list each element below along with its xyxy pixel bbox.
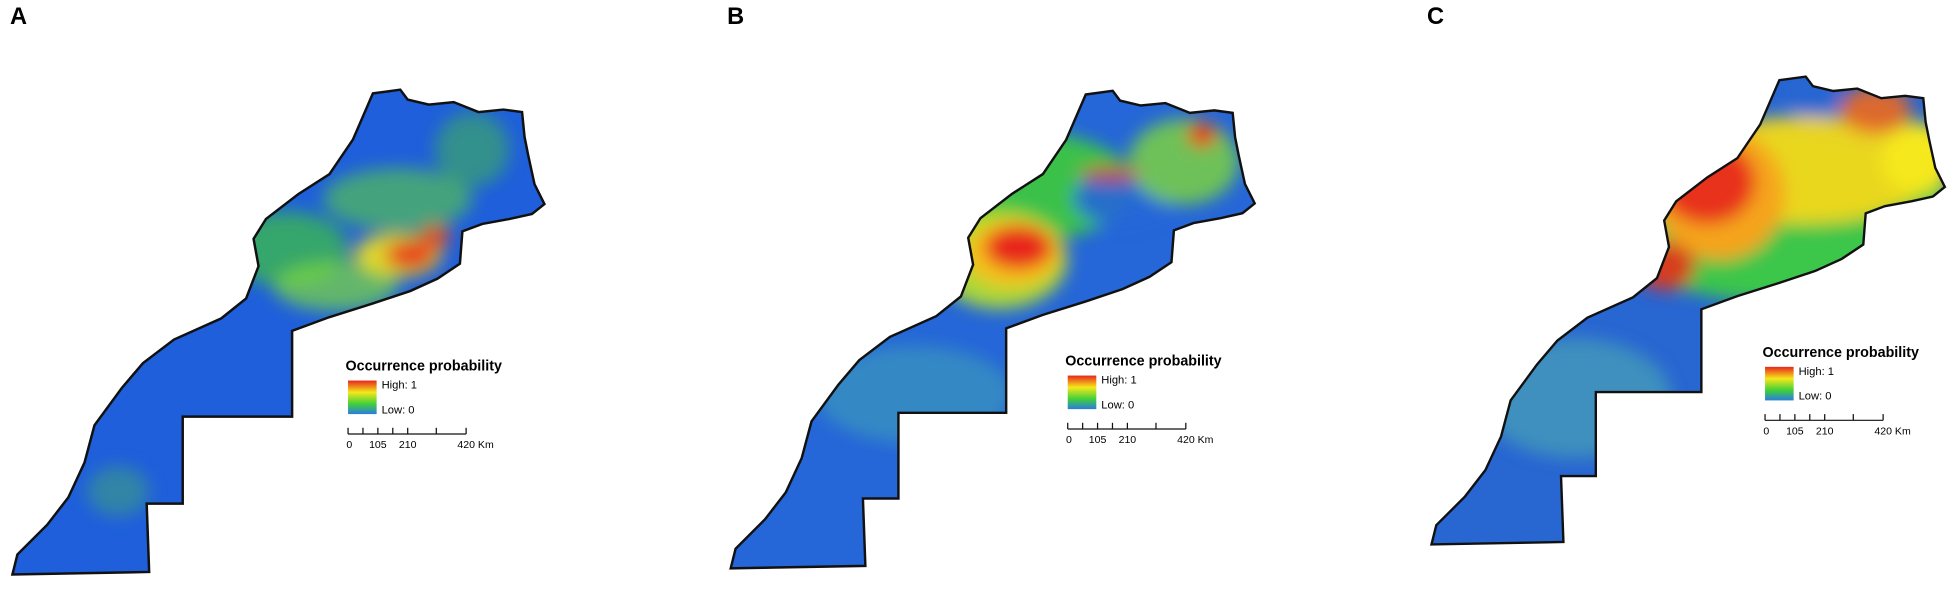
hotspot <box>816 345 1013 444</box>
hotspot <box>984 225 1053 270</box>
legend-title: Occurrence probability <box>1065 354 1221 370</box>
map <box>729 89 1256 570</box>
scale-label: 105 <box>369 439 387 451</box>
probability-surface <box>816 118 1239 444</box>
legend-low: Low: 0 <box>1101 399 1134 411</box>
legend-title: Occurrence probability <box>1763 345 1919 361</box>
scale-label: 0 <box>1763 425 1769 437</box>
hotspot <box>1791 83 1840 118</box>
panel: A Occurrence probability High: 1 Low: 0 0 105… <box>10 4 546 576</box>
scale-label: 210 <box>1816 425 1834 437</box>
legend-low: Low: 0 <box>382 404 415 416</box>
hotspot <box>1187 122 1217 148</box>
panel-label: A <box>10 4 27 30</box>
legend: Occurrence probability High: 1 Low: 0 0 105 2… <box>346 359 502 451</box>
hotspot <box>1079 166 1141 182</box>
scale-label: 210 <box>399 439 417 451</box>
scale-label: 420 Km <box>457 439 494 451</box>
legend-title: Occurrence probability <box>346 359 502 375</box>
hotspot <box>323 167 473 231</box>
hotspot <box>385 240 436 270</box>
hotspot <box>1839 86 1912 135</box>
hotspot <box>435 112 510 187</box>
map <box>1430 75 1947 546</box>
legend-high: High: 1 <box>1799 366 1834 378</box>
map <box>11 88 546 576</box>
legend-low: Low: 0 <box>1799 391 1832 403</box>
legend-high: High: 1 <box>382 379 417 391</box>
map-fill <box>12 89 545 575</box>
panel: C Occurrence probability High: 1 Low: 0 0 105… <box>1427 4 1947 546</box>
legend-high: High: 1 <box>1101 374 1136 386</box>
scale-label: 0 <box>1066 434 1072 446</box>
scale-label: 420 Km <box>1874 425 1911 437</box>
map-fill <box>730 90 1255 569</box>
hotspot <box>87 466 150 517</box>
scale-label: 105 <box>1089 434 1107 446</box>
panel: B Occurrence probability High: 1 Low: 0 0 105… <box>727 4 1256 570</box>
legend: Occurrence probability High: 1 Low: 0 0 105 2… <box>1763 345 1919 437</box>
scale-label: 105 <box>1786 425 1804 437</box>
hotspot <box>420 223 450 249</box>
hotspot <box>1635 242 1696 291</box>
probability-surface <box>1479 83 1945 459</box>
panels: A Occurrence probability High: 1 Low: 0 0 105… <box>10 4 1947 576</box>
hotspot <box>1479 338 1672 459</box>
legend: Occurrence probability High: 1 Low: 0 0 105 2… <box>1065 354 1221 446</box>
scale-label: 420 Km <box>1177 434 1214 446</box>
panel-label: C <box>1427 4 1444 30</box>
hotspot <box>1128 118 1239 205</box>
scale-label: 210 <box>1119 434 1137 446</box>
probability-surface <box>87 112 510 517</box>
scale-label: 0 <box>346 439 352 451</box>
map-fill <box>1431 76 1945 545</box>
legend-ramp <box>1067 375 1097 410</box>
panel-label: B <box>727 4 744 30</box>
legend-ramp <box>348 380 377 415</box>
legend-ramp <box>1765 366 1794 401</box>
hotspot <box>273 261 398 311</box>
